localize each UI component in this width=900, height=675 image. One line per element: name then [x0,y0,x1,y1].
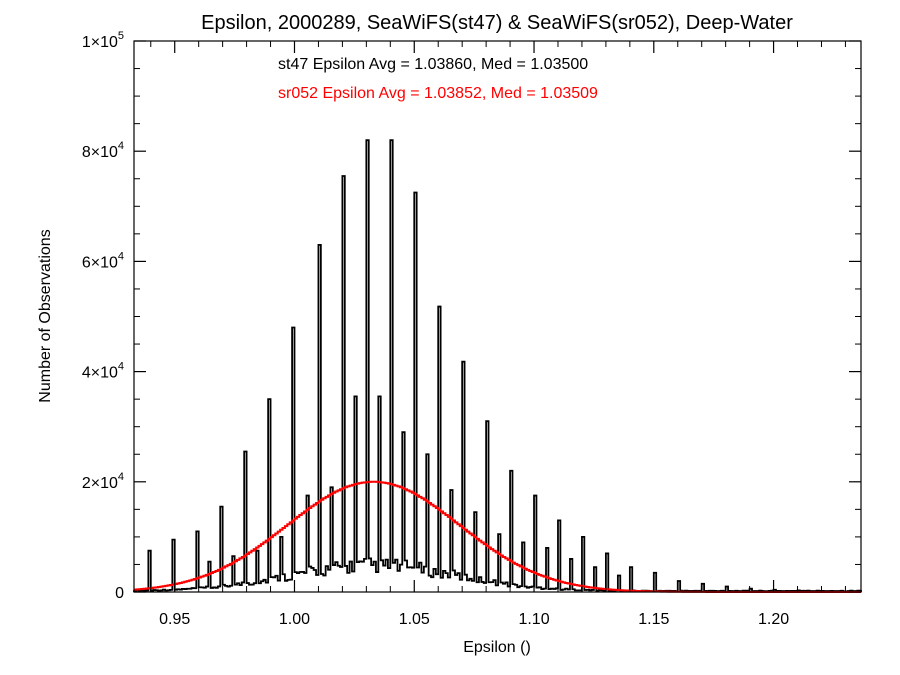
y-tick-label: 0 [115,585,124,602]
y-tick-label: 8×104 [82,140,124,161]
st47-histogram [133,139,862,593]
plot-area [133,40,862,593]
x-axis-label: Epsilon () [463,639,531,656]
y-tick-label: 2×104 [82,471,124,492]
x-tick-label: 1.10 [518,611,549,628]
x-axis: 0.95 1.00 1.05 1.10 1.15 1.20 [150,41,846,628]
y-axis: 0 2×104 4×104 6×104 8×104 1×105 [82,30,861,602]
x-tick-label: 1.05 [399,611,430,628]
y-tick-label: 1×105 [82,30,124,51]
x-tick-label: 0.95 [159,611,190,628]
x-tick-label: 1.20 [758,611,789,628]
sr052-stats-annotation: sr052 Epsilon Avg = 1.03852, Med = 1.035… [278,85,598,102]
plot-frame [133,40,862,593]
st47-histogram-line [133,139,862,593]
x-tick-label: 1.15 [638,611,669,628]
chart-title: Epsilon, 2000289, SeaWiFS(st47) & SeaWiF… [201,12,793,34]
y-axis-label: Number of Observations [37,229,54,402]
y-tick-label: 4×104 [82,361,124,382]
st47-stats-annotation: st47 Epsilon Avg = 1.03860, Med = 1.0350… [278,56,588,73]
y-tick-label: 6×104 [82,250,124,271]
x-tick-label: 1.00 [279,611,310,628]
